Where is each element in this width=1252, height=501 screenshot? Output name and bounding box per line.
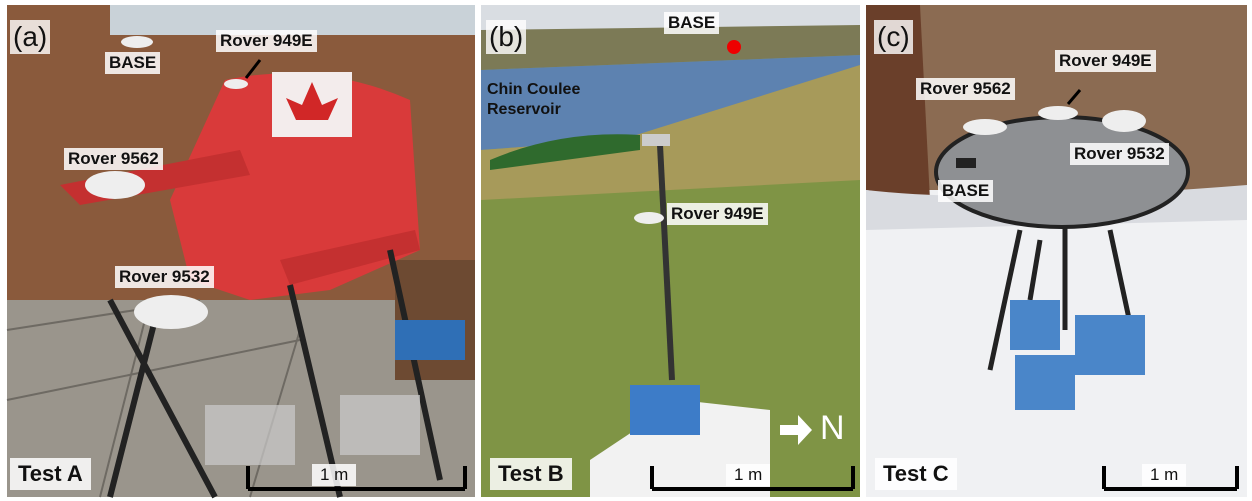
scale-label: 1 m: [1142, 464, 1186, 486]
figure: (a) BASE Rover 949E Rover 9562 Rover 953…: [0, 0, 1252, 501]
photo-b: [481, 5, 860, 497]
test-label: Test C: [875, 458, 957, 490]
label: Rover 9562: [916, 78, 1015, 100]
photo-a: [7, 5, 475, 497]
test-label: Test A: [10, 458, 91, 490]
label: Rover 949E: [216, 30, 317, 52]
label: BASE: [938, 180, 993, 202]
label: Rover 949E: [667, 203, 768, 225]
label: Rover 9532: [1070, 143, 1169, 165]
label: Rover 9562: [64, 148, 163, 170]
scale-label: 1 m: [726, 464, 770, 486]
north-label: N: [820, 410, 845, 446]
test-label: Test B: [490, 458, 572, 490]
place-label: Chin Coulee Reservoir: [487, 80, 597, 120]
photos: [0, 0, 1252, 501]
panel-letter: (c): [874, 20, 913, 54]
label: BASE: [664, 12, 719, 34]
panel-letter: (b): [486, 20, 526, 54]
panel-letter: (a): [10, 20, 50, 54]
label: Rover 9532: [115, 266, 214, 288]
scale-label: 1 m: [312, 464, 356, 486]
label: BASE: [105, 52, 160, 74]
label: Rover 949E: [1055, 50, 1156, 72]
